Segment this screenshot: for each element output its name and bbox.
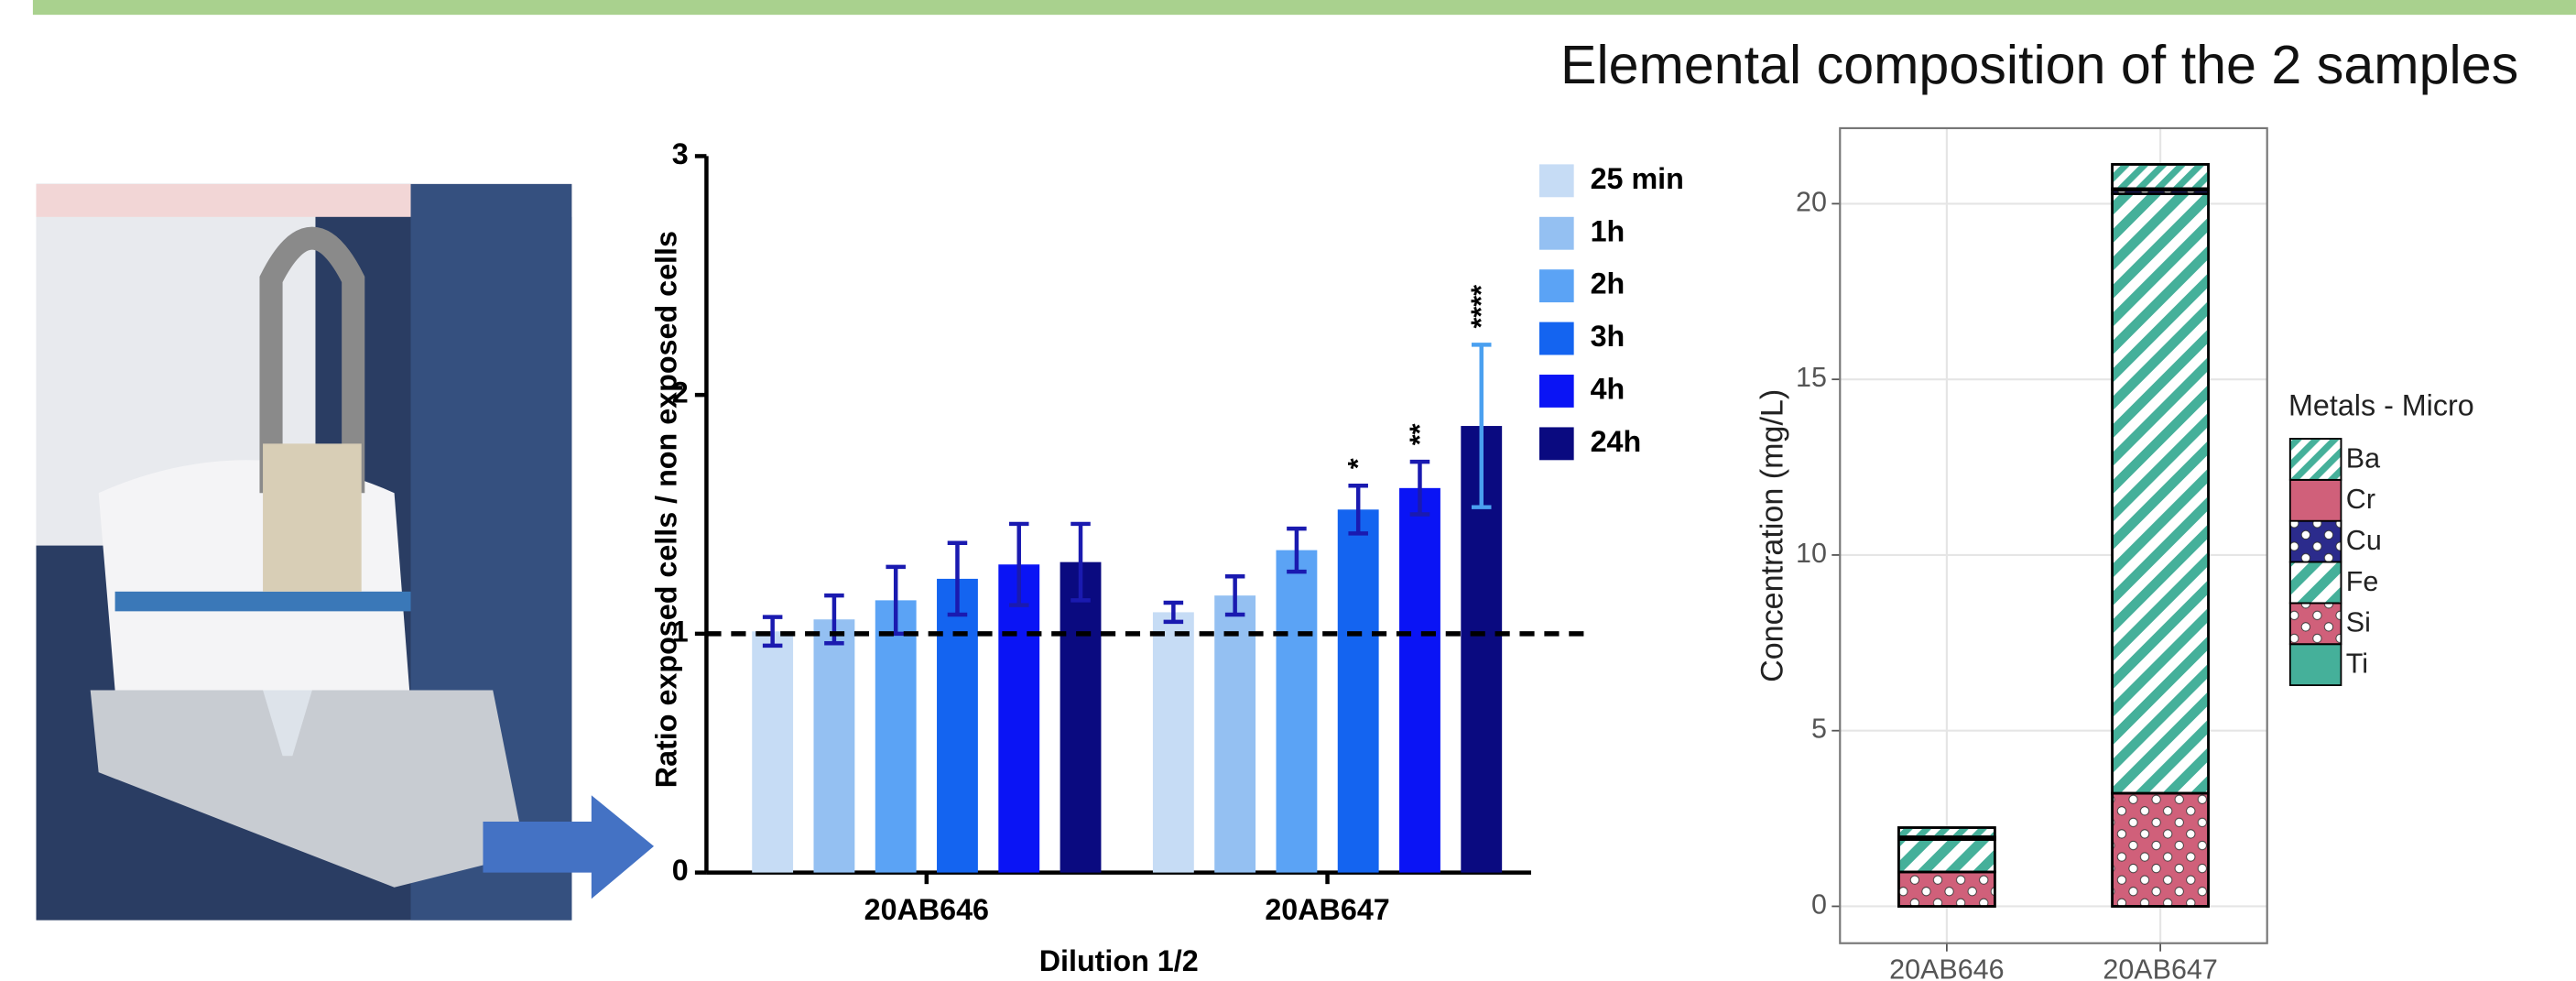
x-axis-label: Dilution 1/2 <box>1039 944 1199 977</box>
x-tick-label: 20AB647 <box>2103 954 2217 981</box>
bar <box>1338 509 1379 872</box>
legend-label: Ti <box>2346 649 2368 680</box>
legend-swatch <box>1539 164 1574 197</box>
bar-chart: Ratio exposed cells / non exposed cells … <box>650 137 1684 977</box>
y-tick-label: 0 <box>1811 889 1827 921</box>
bar <box>813 619 854 872</box>
y-axis-label: Ratio exposed cells / non exposed cells <box>650 231 683 788</box>
legend-label: 3h <box>1591 320 1625 353</box>
y-tick-label: 2 <box>672 376 689 409</box>
legend-title: Metals - Micro <box>2288 388 2474 421</box>
legend-pattern <box>2290 562 2342 604</box>
x-tick-label: 20AB646 <box>864 893 989 926</box>
legend-swatch <box>1539 375 1574 408</box>
poster: Ratio exposed cells / non exposed cells … <box>0 0 2576 981</box>
top-band <box>33 0 2576 15</box>
y-tick-label: 1 <box>672 615 689 648</box>
y-axis-label: Concentration (mg/L) <box>1755 389 1790 682</box>
bar <box>937 579 978 873</box>
legend-label: Si <box>2346 607 2371 638</box>
y-tick-label: 20 <box>1796 186 1827 217</box>
bar <box>1214 595 1255 872</box>
legend-label: Fe <box>2346 566 2379 597</box>
legend-pattern <box>2290 439 2342 480</box>
significance-label: * <box>1342 458 1374 469</box>
x-tick-label: 20AB647 <box>1265 893 1389 926</box>
significance-label: **** <box>1466 285 1497 329</box>
y-tick-label: 3 <box>672 137 689 170</box>
legend-label: 25 min <box>1591 162 1684 195</box>
chart-title: Elemental composition of the 2 samples <box>1560 34 2518 95</box>
bar <box>1060 562 1102 873</box>
legend-label: 4h <box>1591 372 1625 405</box>
bar <box>1153 612 1194 872</box>
legend-pattern <box>2290 603 2342 644</box>
stacked-chart: Elemental composition of the 2 samples C… <box>1560 34 2518 981</box>
significance-label: ** <box>1404 423 1435 445</box>
segment-pattern <box>1898 840 1994 872</box>
legend-swatch <box>1539 217 1574 250</box>
bar <box>875 600 917 872</box>
photo <box>36 184 571 921</box>
bar <box>1399 488 1440 873</box>
segment-pattern <box>1898 828 1994 837</box>
bar <box>998 564 1039 872</box>
y-tick-label: 10 <box>1796 538 1827 569</box>
segment-pattern <box>2113 194 2209 793</box>
y-tick-label: 15 <box>1796 362 1827 393</box>
segment-pattern <box>2113 793 2209 906</box>
bar <box>1276 550 1317 873</box>
bar <box>752 631 793 872</box>
segment-pattern <box>1898 872 1994 907</box>
legend-label: 1h <box>1591 214 1625 247</box>
legend-label: 24h <box>1591 425 1642 458</box>
x-tick-label: 20AB646 <box>1889 954 2004 981</box>
legend-swatch <box>1539 322 1574 355</box>
legend-swatch <box>2290 644 2342 685</box>
legend-label: Ba <box>2346 442 2380 474</box>
legend-label: Cr <box>2346 484 2375 515</box>
legend-label: 2h <box>1591 267 1625 300</box>
legend-label: Cu <box>2346 525 2382 556</box>
legend-swatch <box>1539 269 1574 302</box>
legend-swatch <box>1539 427 1574 460</box>
y-tick-label: 0 <box>672 854 689 887</box>
legend-swatch <box>2290 480 2342 521</box>
legend-pattern <box>2290 521 2342 562</box>
segment-pattern <box>2113 164 2209 188</box>
y-tick-label: 5 <box>1811 714 1827 745</box>
